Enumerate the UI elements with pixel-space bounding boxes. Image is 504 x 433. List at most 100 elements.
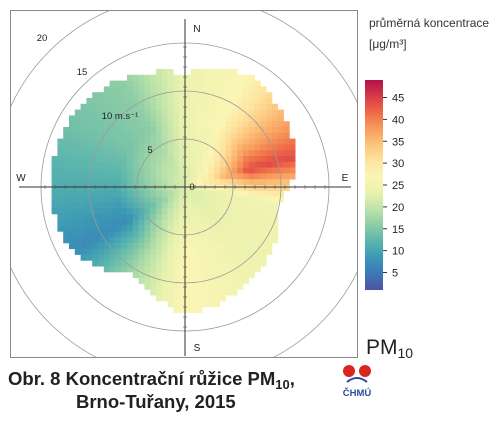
heatmap-cell bbox=[173, 115, 180, 122]
heatmap-cell bbox=[190, 138, 197, 145]
heatmap-cell bbox=[156, 196, 163, 203]
heatmap-cell bbox=[74, 173, 81, 180]
heatmap-cell bbox=[103, 225, 110, 232]
heatmap-cell bbox=[80, 231, 87, 238]
heatmap-cell bbox=[103, 150, 110, 157]
heatmap-cell bbox=[237, 161, 244, 168]
heatmap-cell bbox=[98, 98, 105, 105]
heatmap-cell bbox=[202, 103, 209, 110]
heatmap-cell bbox=[190, 179, 197, 186]
heatmap-cell bbox=[132, 185, 139, 192]
heatmap-cell bbox=[231, 231, 238, 238]
heatmap-cell bbox=[156, 92, 163, 99]
heatmap-cell bbox=[173, 144, 180, 151]
heatmap-cell bbox=[80, 173, 87, 180]
heatmap-cell bbox=[254, 98, 261, 105]
heatmap-cell bbox=[80, 156, 87, 163]
heatmap-cell bbox=[98, 144, 105, 151]
heatmap-cell bbox=[208, 69, 215, 76]
heatmap-cell bbox=[132, 202, 139, 209]
heatmap-cell bbox=[283, 173, 290, 180]
heatmap-cell bbox=[208, 115, 215, 122]
heatmap-cell bbox=[243, 185, 250, 192]
heatmap-cell bbox=[185, 283, 192, 290]
heatmap-cell bbox=[289, 173, 296, 180]
heatmap-cell bbox=[208, 132, 215, 139]
heatmap-cell bbox=[132, 161, 139, 168]
heatmap-cell bbox=[237, 109, 244, 116]
heatmap-cell bbox=[138, 138, 145, 145]
heatmap-cell bbox=[92, 248, 99, 255]
concentration-cells bbox=[51, 69, 296, 313]
heatmap-cell bbox=[69, 173, 76, 180]
heatmap-cell bbox=[86, 103, 93, 110]
heatmap-cell bbox=[231, 109, 238, 116]
heatmap-cell bbox=[266, 132, 273, 139]
heatmap-cell bbox=[51, 196, 58, 203]
heatmap-cell bbox=[190, 185, 197, 192]
heatmap-cell bbox=[185, 98, 192, 105]
heatmap-cell bbox=[132, 156, 139, 163]
heatmap-cell bbox=[161, 214, 168, 221]
heatmap-cell bbox=[179, 185, 186, 192]
heatmap-cell bbox=[121, 161, 128, 168]
heatmap-cell bbox=[237, 179, 244, 186]
heatmap-cell bbox=[243, 272, 250, 279]
heatmap-cell bbox=[144, 190, 151, 197]
heatmap-cell bbox=[167, 161, 174, 168]
heatmap-cell bbox=[272, 231, 279, 238]
heatmap-cell bbox=[167, 202, 174, 209]
heatmap-cell bbox=[266, 237, 273, 244]
heatmap-cell bbox=[254, 185, 261, 192]
heatmap-cell bbox=[74, 248, 81, 255]
heatmap-cell bbox=[86, 161, 93, 168]
heatmap-cell bbox=[260, 150, 267, 157]
heatmap-cell bbox=[86, 132, 93, 139]
heatmap-cell bbox=[214, 190, 221, 197]
heatmap-cell bbox=[121, 156, 128, 163]
heatmap-cell bbox=[248, 127, 255, 134]
heatmap-cell bbox=[121, 80, 128, 87]
heatmap-cell bbox=[150, 208, 157, 215]
heatmap-cell bbox=[150, 190, 157, 197]
heatmap-cell bbox=[214, 103, 221, 110]
heatmap-cell bbox=[202, 254, 209, 261]
heatmap-cell bbox=[98, 156, 105, 163]
heatmap-cell bbox=[121, 86, 128, 93]
heatmap-cell bbox=[231, 254, 238, 261]
ring-label-15: 15 bbox=[77, 67, 88, 78]
heatmap-cell bbox=[74, 196, 81, 203]
heatmap-cell bbox=[248, 156, 255, 163]
heatmap-cell bbox=[144, 156, 151, 163]
heatmap-cell bbox=[144, 150, 151, 157]
heatmap-cell bbox=[173, 260, 180, 267]
heatmap-cell bbox=[92, 208, 99, 215]
heatmap-cell bbox=[196, 208, 203, 215]
heatmap-cell bbox=[173, 295, 180, 302]
heatmap-cell bbox=[272, 237, 279, 244]
heatmap-cell bbox=[63, 156, 70, 163]
heatmap-cell bbox=[202, 283, 209, 290]
heatmap-cell bbox=[173, 289, 180, 296]
heatmap-cell bbox=[132, 214, 139, 221]
heatmap-cell bbox=[57, 156, 64, 163]
heatmap-cell bbox=[80, 109, 87, 116]
heatmap-cell bbox=[127, 219, 134, 226]
heatmap-cell bbox=[109, 225, 116, 232]
heatmap-cell bbox=[202, 144, 209, 151]
heatmap-cell bbox=[121, 202, 128, 209]
heatmap-cell bbox=[214, 138, 221, 145]
heatmap-cell bbox=[196, 80, 203, 87]
heatmap-cell bbox=[63, 179, 70, 186]
heatmap-cell bbox=[144, 185, 151, 192]
heatmap-cell bbox=[167, 74, 174, 81]
heatmap-cell bbox=[156, 295, 163, 302]
heatmap-cell bbox=[243, 190, 250, 197]
heatmap-cell bbox=[92, 132, 99, 139]
heatmap-cell bbox=[173, 103, 180, 110]
heatmap-cell bbox=[115, 127, 122, 134]
heatmap-cell bbox=[150, 243, 157, 250]
heatmap-cell bbox=[202, 219, 209, 226]
heatmap-cell bbox=[115, 179, 122, 186]
heatmap-cell bbox=[243, 132, 250, 139]
